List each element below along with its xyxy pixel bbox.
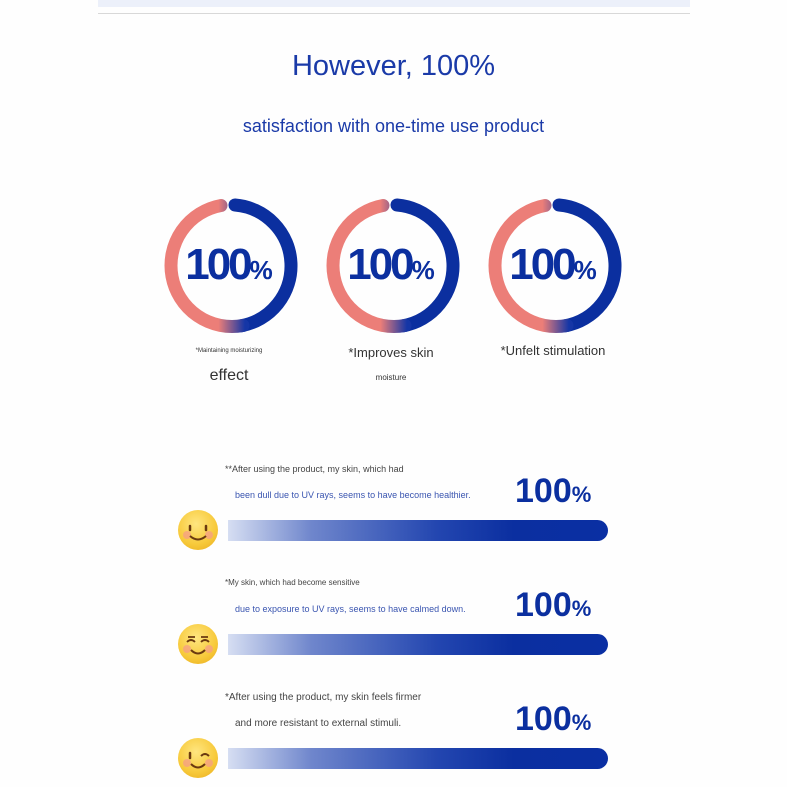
ring-caption: *Unfelt stimulation bbox=[500, 343, 606, 358]
statement-value-number: 100 bbox=[515, 472, 572, 510]
top-band bbox=[98, 0, 690, 7]
ring-caption: *Improves skin bbox=[348, 345, 434, 360]
ring-chart: 100% bbox=[483, 196, 623, 336]
ring-arc-pink bbox=[164, 199, 250, 333]
statement-value-number: 100 bbox=[515, 586, 572, 624]
statement-line2: due to exposure to UV rays, seems to hav… bbox=[235, 604, 466, 614]
statement-value-unit: % bbox=[571, 482, 592, 507]
statement-value-number: 100 bbox=[515, 700, 572, 738]
ring-arc-pink bbox=[488, 199, 574, 333]
ring-value: 100% bbox=[321, 240, 461, 290]
statement-line2: and more resistant to external stimuli. bbox=[235, 718, 402, 729]
ring-value-unit: % bbox=[573, 255, 597, 285]
ring-value-unit: % bbox=[249, 255, 273, 285]
progress-bar bbox=[228, 520, 608, 541]
ring-arc-blue bbox=[552, 198, 622, 333]
ring-value: 100% bbox=[483, 240, 623, 290]
page-subtitle: satisfaction with one-time use product bbox=[242, 116, 545, 136]
ring-value-number: 100 bbox=[509, 240, 576, 289]
statement-line1: *After using the product, my skin feels … bbox=[225, 692, 422, 703]
statement-line1: *My skin, which had become sensitive bbox=[225, 578, 360, 587]
ring-caption: effect bbox=[209, 367, 249, 384]
ring-graphic bbox=[164, 198, 298, 333]
ring-graphic bbox=[488, 198, 622, 333]
ring-value-number: 100 bbox=[185, 240, 252, 289]
statement-line2: been dull due to UV rays, seems to have … bbox=[235, 490, 471, 500]
smiling-face-icon bbox=[178, 510, 218, 550]
statement-value-unit: % bbox=[571, 710, 592, 735]
divider bbox=[98, 13, 690, 14]
statement-value: 100% bbox=[515, 472, 591, 511]
ring-graphic bbox=[326, 198, 460, 333]
ring-value-unit: % bbox=[411, 255, 435, 285]
ring-chart: 100% bbox=[159, 196, 299, 336]
page-title: However, 100% bbox=[291, 50, 496, 82]
happy-closed-eyes-face-icon bbox=[178, 624, 218, 664]
ring-arc-pink bbox=[326, 199, 412, 333]
statement-line1: **After using the product, my skin, whic… bbox=[225, 464, 404, 474]
ring-value: 100% bbox=[159, 240, 299, 290]
ring-arc-blue bbox=[228, 198, 298, 333]
ring-caption-small: moisture bbox=[375, 373, 407, 382]
progress-bar bbox=[228, 634, 608, 655]
statement-value: 100% bbox=[515, 586, 591, 625]
statement-value-unit: % bbox=[571, 596, 592, 621]
progress-bar bbox=[228, 748, 608, 769]
ring-caption-small: *Maintaining moisturizing bbox=[195, 348, 263, 354]
ring-arc-blue bbox=[390, 198, 460, 333]
winking-face-icon bbox=[178, 738, 218, 778]
statement-value: 100% bbox=[515, 700, 591, 739]
ring-chart: 100% bbox=[321, 196, 461, 336]
ring-value-number: 100 bbox=[347, 240, 414, 289]
